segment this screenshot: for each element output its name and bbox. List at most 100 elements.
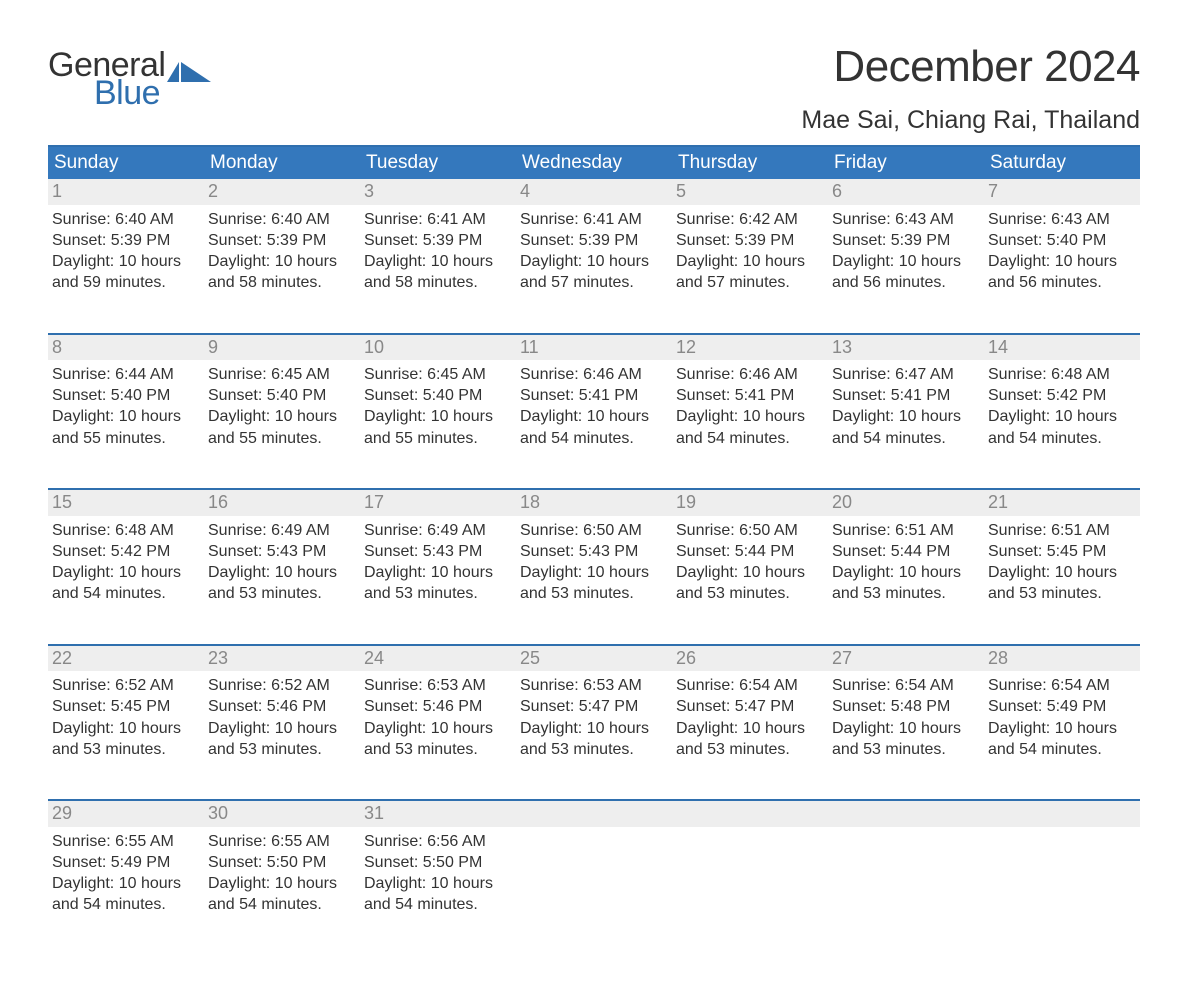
day-cell: Sunrise: 6:48 AMSunset: 5:42 PMDaylight:…	[984, 360, 1140, 452]
day-sunrise: Sunrise: 6:46 AM	[520, 364, 664, 385]
day-dl2: and 54 minutes.	[988, 739, 1132, 760]
day-cell: Sunrise: 6:50 AMSunset: 5:44 PMDaylight:…	[672, 516, 828, 608]
day-sunrise: Sunrise: 6:45 AM	[364, 364, 508, 385]
day-dl1: Daylight: 10 hours	[364, 251, 508, 272]
weekday-header-row: SundayMondayTuesdayWednesdayThursdayFrid…	[48, 147, 1140, 179]
day-dl1: Daylight: 10 hours	[520, 718, 664, 739]
calendar: SundayMondayTuesdayWednesdayThursdayFrid…	[48, 145, 1140, 919]
day-dl2: and 53 minutes.	[676, 583, 820, 604]
day-cell: Sunrise: 6:50 AMSunset: 5:43 PMDaylight:…	[516, 516, 672, 608]
weekday-header: Monday	[204, 147, 360, 179]
day-number: 6	[828, 179, 984, 205]
day-cell: Sunrise: 6:43 AMSunset: 5:39 PMDaylight:…	[828, 205, 984, 297]
day-dl1: Daylight: 10 hours	[52, 251, 196, 272]
day-dl1: Daylight: 10 hours	[520, 251, 664, 272]
day-dl2: and 56 minutes.	[988, 272, 1132, 293]
day-sunset: Sunset: 5:45 PM	[988, 541, 1132, 562]
day-number: 21	[984, 490, 1140, 516]
day-number: 1	[48, 179, 204, 205]
day-sunset: Sunset: 5:49 PM	[52, 852, 196, 873]
day-dl1: Daylight: 10 hours	[988, 562, 1132, 583]
day-sunset: Sunset: 5:39 PM	[832, 230, 976, 251]
day-cell: Sunrise: 6:45 AMSunset: 5:40 PMDaylight:…	[204, 360, 360, 452]
daynum-row: 891011121314	[48, 335, 1140, 361]
day-number: 26	[672, 646, 828, 672]
day-sunset: Sunset: 5:39 PM	[364, 230, 508, 251]
day-sunrise: Sunrise: 6:51 AM	[988, 520, 1132, 541]
day-dl1: Daylight: 10 hours	[364, 562, 508, 583]
day-dl2: and 58 minutes.	[364, 272, 508, 293]
day-cell	[984, 827, 1140, 919]
day-dl2: and 54 minutes.	[988, 428, 1132, 449]
day-number	[828, 801, 984, 827]
day-sunrise: Sunrise: 6:43 AM	[988, 209, 1132, 230]
day-sunrise: Sunrise: 6:41 AM	[520, 209, 664, 230]
day-dl2: and 55 minutes.	[364, 428, 508, 449]
day-dl2: and 55 minutes.	[52, 428, 196, 449]
day-sunset: Sunset: 5:45 PM	[52, 696, 196, 717]
day-cell: Sunrise: 6:55 AMSunset: 5:50 PMDaylight:…	[204, 827, 360, 919]
day-cell: Sunrise: 6:40 AMSunset: 5:39 PMDaylight:…	[48, 205, 204, 297]
day-dl1: Daylight: 10 hours	[364, 873, 508, 894]
day-dl1: Daylight: 10 hours	[52, 873, 196, 894]
day-number: 25	[516, 646, 672, 672]
day-sunset: Sunset: 5:43 PM	[208, 541, 352, 562]
day-cell: Sunrise: 6:40 AMSunset: 5:39 PMDaylight:…	[204, 205, 360, 297]
day-sunset: Sunset: 5:41 PM	[832, 385, 976, 406]
day-dl2: and 53 minutes.	[520, 739, 664, 760]
day-cell: Sunrise: 6:52 AMSunset: 5:45 PMDaylight:…	[48, 671, 204, 763]
day-dl2: and 54 minutes.	[208, 894, 352, 915]
day-dl2: and 54 minutes.	[520, 428, 664, 449]
day-dl2: and 53 minutes.	[208, 739, 352, 760]
day-dl1: Daylight: 10 hours	[676, 718, 820, 739]
day-sunset: Sunset: 5:50 PM	[364, 852, 508, 873]
day-dl1: Daylight: 10 hours	[832, 562, 976, 583]
day-cell: Sunrise: 6:46 AMSunset: 5:41 PMDaylight:…	[672, 360, 828, 452]
day-dl2: and 53 minutes.	[52, 739, 196, 760]
day-number: 14	[984, 335, 1140, 361]
day-cell: Sunrise: 6:42 AMSunset: 5:39 PMDaylight:…	[672, 205, 828, 297]
day-dl2: and 53 minutes.	[832, 583, 976, 604]
daynum-row: 15161718192021	[48, 490, 1140, 516]
day-body-row: Sunrise: 6:55 AMSunset: 5:49 PMDaylight:…	[48, 827, 1140, 919]
day-sunrise: Sunrise: 6:54 AM	[988, 675, 1132, 696]
day-number: 20	[828, 490, 984, 516]
day-number: 24	[360, 646, 516, 672]
day-body-row: Sunrise: 6:40 AMSunset: 5:39 PMDaylight:…	[48, 205, 1140, 297]
day-dl2: and 53 minutes.	[364, 739, 508, 760]
day-number: 11	[516, 335, 672, 361]
day-sunrise: Sunrise: 6:40 AM	[208, 209, 352, 230]
day-cell	[516, 827, 672, 919]
day-dl2: and 53 minutes.	[520, 583, 664, 604]
day-number: 13	[828, 335, 984, 361]
day-number: 27	[828, 646, 984, 672]
day-dl2: and 54 minutes.	[364, 894, 508, 915]
day-sunrise: Sunrise: 6:48 AM	[52, 520, 196, 541]
day-cell: Sunrise: 6:56 AMSunset: 5:50 PMDaylight:…	[360, 827, 516, 919]
day-dl2: and 57 minutes.	[520, 272, 664, 293]
day-sunset: Sunset: 5:49 PM	[988, 696, 1132, 717]
day-number: 7	[984, 179, 1140, 205]
day-cell: Sunrise: 6:41 AMSunset: 5:39 PMDaylight:…	[360, 205, 516, 297]
daynum-row: 1234567	[48, 179, 1140, 205]
day-number: 15	[48, 490, 204, 516]
page-title: December 2024	[801, 42, 1140, 92]
day-sunrise: Sunrise: 6:41 AM	[364, 209, 508, 230]
day-sunset: Sunset: 5:40 PM	[364, 385, 508, 406]
day-cell: Sunrise: 6:51 AMSunset: 5:44 PMDaylight:…	[828, 516, 984, 608]
day-dl1: Daylight: 10 hours	[988, 718, 1132, 739]
day-sunrise: Sunrise: 6:46 AM	[676, 364, 820, 385]
day-dl1: Daylight: 10 hours	[52, 718, 196, 739]
day-number	[516, 801, 672, 827]
day-sunset: Sunset: 5:44 PM	[832, 541, 976, 562]
day-dl1: Daylight: 10 hours	[832, 406, 976, 427]
day-number: 8	[48, 335, 204, 361]
day-sunset: Sunset: 5:43 PM	[520, 541, 664, 562]
day-dl2: and 54 minutes.	[52, 894, 196, 915]
weekday-header: Friday	[828, 147, 984, 179]
day-sunset: Sunset: 5:39 PM	[676, 230, 820, 251]
day-cell: Sunrise: 6:53 AMSunset: 5:46 PMDaylight:…	[360, 671, 516, 763]
day-dl1: Daylight: 10 hours	[52, 562, 196, 583]
day-sunset: Sunset: 5:47 PM	[520, 696, 664, 717]
day-sunrise: Sunrise: 6:51 AM	[832, 520, 976, 541]
